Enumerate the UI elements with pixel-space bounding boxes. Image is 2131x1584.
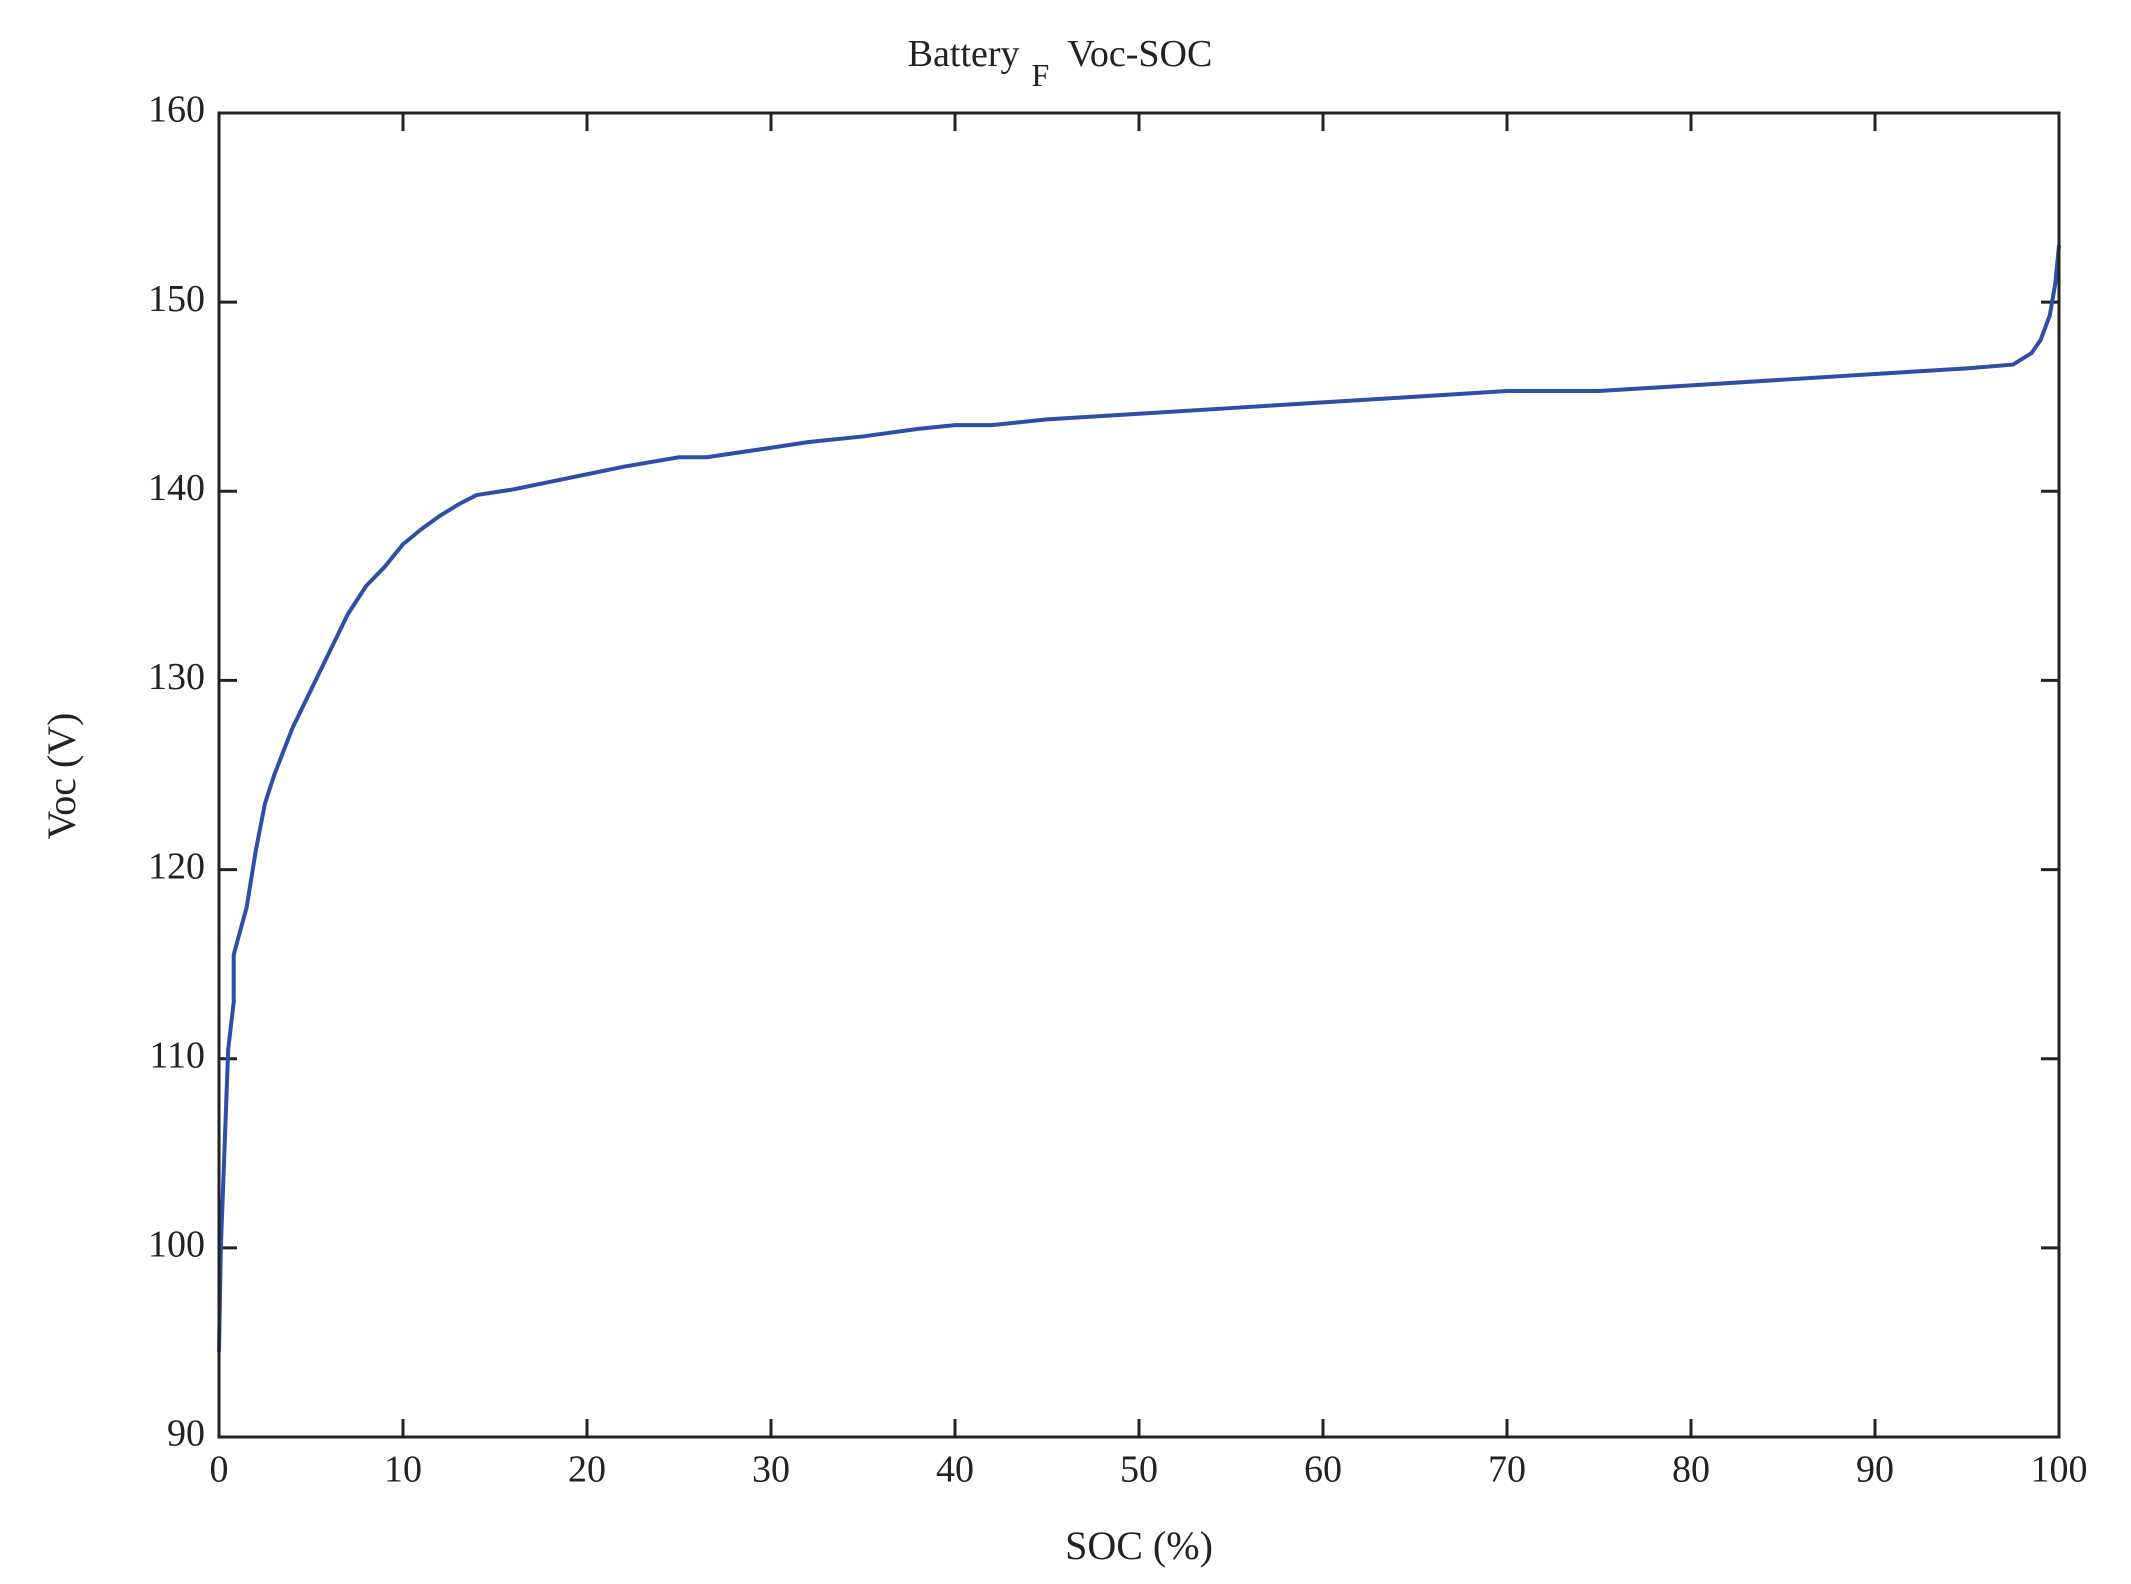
x-tick-label: 80 xyxy=(1672,1449,1710,1491)
y-axis-label: Voc (V) xyxy=(39,712,84,839)
x-tick-label: 90 xyxy=(1856,1449,1894,1491)
x-tick-label: 40 xyxy=(936,1449,974,1491)
x-axis-label: SOC (%) xyxy=(1065,1523,1213,1568)
y-tick-label: 90 xyxy=(167,1413,205,1455)
chart-title: Battery F Voc-SOC xyxy=(908,33,1213,94)
title-suffix: Voc-SOC xyxy=(1067,33,1212,75)
x-tick-label: 10 xyxy=(384,1449,422,1491)
x-tick-label: 20 xyxy=(568,1449,606,1491)
x-tick-label: 50 xyxy=(1120,1449,1158,1491)
x-tick-label: 100 xyxy=(2031,1449,2088,1491)
plot-frame xyxy=(217,111,2061,1439)
x-tick-label: 0 xyxy=(210,1449,229,1491)
y-tick-label: 150 xyxy=(148,278,205,320)
y-tick-label: 100 xyxy=(148,1224,205,1266)
y-tick-label: 120 xyxy=(148,845,205,887)
x-tick-label: 30 xyxy=(752,1449,790,1491)
y-tick-label: 110 xyxy=(149,1034,205,1076)
x-tick-label: 70 xyxy=(1488,1449,1526,1491)
x-tick-label: 60 xyxy=(1304,1449,1342,1491)
y-tick-label: 140 xyxy=(148,467,205,509)
y-tick-label: 130 xyxy=(148,656,205,698)
title-subscript: F xyxy=(1032,57,1050,93)
y-tick-label: 160 xyxy=(148,89,205,131)
title-main: Battery xyxy=(908,33,1020,75)
data-line xyxy=(217,245,2061,1352)
